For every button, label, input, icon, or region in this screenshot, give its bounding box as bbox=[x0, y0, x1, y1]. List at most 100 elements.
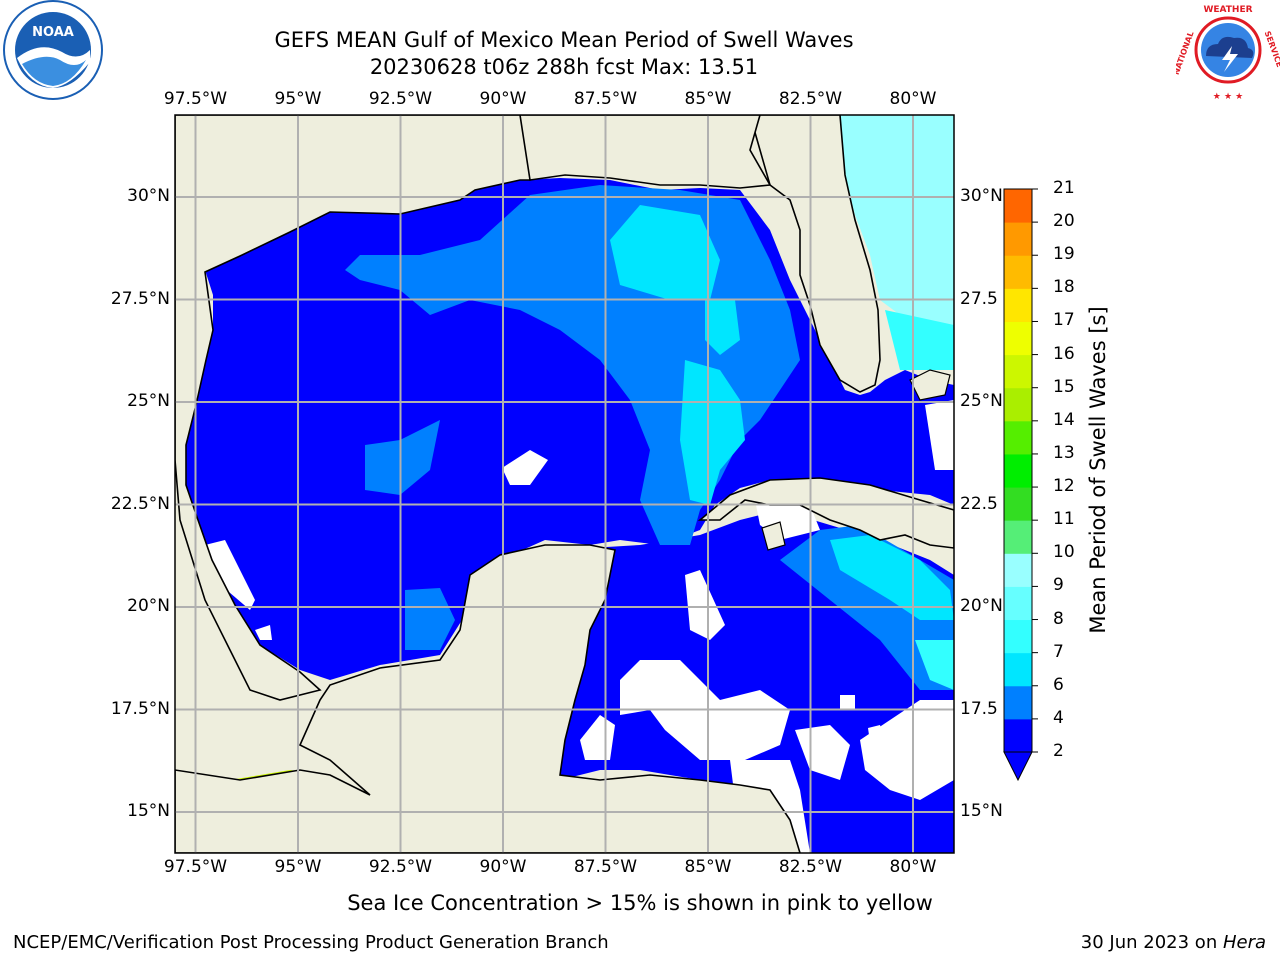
colorbar-tick-label: 19 bbox=[1053, 244, 1075, 265]
lon-tick-label-top: 95°W bbox=[274, 89, 322, 109]
colorbar-bin bbox=[1004, 487, 1032, 521]
no-data-patch bbox=[795, 725, 850, 780]
colorbar-label: Mean Period of Swell Waves [s] bbox=[1086, 306, 1110, 634]
colorbar-tick-label: 12 bbox=[1053, 476, 1075, 497]
nws-logo: WEATHER ★ ★ ★ NATIONAL SERVICE bbox=[1172, 0, 1280, 104]
lon-tick-label-bottom: 95°W bbox=[274, 857, 322, 877]
lon-tick-label-bottom: 97.5°W bbox=[163, 857, 228, 877]
swell-4-6s-patch bbox=[405, 588, 455, 650]
colorbar-tick-label: 9 bbox=[1053, 575, 1064, 596]
lat-tick-label-left: 15°N bbox=[127, 801, 170, 821]
colorbar-frame bbox=[1003, 188, 1033, 753]
lon-tick-label-top: 87.5°W bbox=[573, 89, 638, 109]
lon-tick-label-top: 90°W bbox=[479, 89, 527, 109]
colorbar-bin bbox=[1004, 387, 1032, 422]
colorbar-bin bbox=[1004, 553, 1032, 587]
florida-landmass bbox=[749, 115, 881, 393]
lat-tick-label-right: 20°N bbox=[960, 596, 1003, 616]
colorbar-bin bbox=[1004, 255, 1032, 289]
lat-tick-label-right: 17.5 bbox=[960, 698, 998, 719]
svg-text:NOAA: NOAA bbox=[32, 25, 74, 40]
colorbar-bin bbox=[1004, 420, 1032, 455]
no-data-patch bbox=[685, 570, 725, 640]
lat-tick-label-right: 15°N bbox=[960, 801, 1003, 821]
swell-6-7s-region bbox=[610, 205, 720, 300]
lat-tick-label-left: 17.5°N bbox=[110, 698, 170, 719]
colorbar-bin bbox=[1004, 453, 1032, 488]
colorbar-bin bbox=[1004, 189, 1032, 223]
lon-tick-label-top: 92.5°W bbox=[368, 89, 433, 109]
no-data-patch bbox=[502, 450, 548, 485]
colorbar-tick-label: 6 bbox=[1053, 674, 1064, 695]
chart-title: GEFS MEAN Gulf of Mexico Mean Period of … bbox=[274, 28, 854, 52]
lat-tick-label-left: 22.5°N bbox=[110, 493, 170, 514]
colorbar-bin bbox=[1004, 685, 1032, 720]
colorbar-tick-label: 16 bbox=[1053, 343, 1075, 364]
lon-tick-label-top: 80°W bbox=[889, 89, 937, 109]
swell-6-7s-region bbox=[705, 300, 740, 355]
lat-tick-label-right: 22.5 bbox=[960, 493, 998, 514]
colorbar-tick-label: 17 bbox=[1053, 310, 1075, 331]
colorbar-tick-label: 21 bbox=[1053, 178, 1075, 198]
lon-tick-label-top: 82.5°W bbox=[778, 89, 843, 109]
colorbar-tick-label: 18 bbox=[1053, 277, 1075, 298]
colorbar-extend-arrow bbox=[1003, 751, 1033, 782]
lat-tick-label-right: 25°N bbox=[960, 391, 1003, 411]
colorbar-bin bbox=[1004, 288, 1032, 322]
lon-tick-label-bottom: 87.5°W bbox=[573, 857, 638, 877]
swell-4-6s-patch bbox=[365, 420, 440, 495]
footer-left: NCEP/EMC/Verification Post Processing Pr… bbox=[13, 932, 609, 953]
atlantic-fill bbox=[840, 115, 954, 335]
lat-tick-label-left: 30°N bbox=[127, 186, 170, 206]
swell-6-7s-caribbean bbox=[830, 535, 954, 620]
svg-text:WEATHER: WEATHER bbox=[1203, 5, 1252, 15]
no-data-patch bbox=[868, 725, 885, 742]
lat-tick-label-left: 20°N bbox=[127, 596, 170, 616]
lat-tick-label-left: 27.5°N bbox=[110, 288, 170, 309]
lat-tick-label-right: 27.5 bbox=[960, 288, 998, 309]
footer-right: 30 Jun 2023 on Hera bbox=[1081, 932, 1266, 953]
colorbar-tick-label: 7 bbox=[1053, 641, 1064, 662]
colorbar-tick-label: 15 bbox=[1053, 376, 1075, 397]
colorbar-tick-label: 20 bbox=[1053, 211, 1075, 232]
sea-ice-note-text: Sea Ice Concentration > 15% is shown in … bbox=[347, 891, 933, 915]
colorbar-tick-label: 4 bbox=[1053, 707, 1064, 728]
lon-tick-label-bottom: 92.5°W bbox=[368, 857, 433, 877]
map-frame bbox=[174, 114, 955, 854]
svg-text:★ ★ ★: ★ ★ ★ bbox=[1213, 92, 1243, 102]
no-data-patch bbox=[840, 695, 855, 710]
colorbar-bin bbox=[1004, 652, 1032, 687]
swell-6-7s-region bbox=[680, 360, 745, 505]
colorbar-bin bbox=[1004, 520, 1032, 554]
noaa-logo: NOAA bbox=[0, 0, 108, 104]
footer-date: 30 Jun 2023 on bbox=[1080, 932, 1223, 953]
atlantic-fill-band bbox=[885, 310, 954, 370]
chart-subtitle: 20230628 t06z 288h fcst Max: 13.51 bbox=[369, 55, 759, 79]
isla-juventud-landmass bbox=[761, 521, 786, 551]
lon-tick-label-top: 85°W bbox=[684, 89, 732, 109]
lon-tick-label-bottom: 80°W bbox=[889, 857, 937, 877]
colorbar-tick-label: 2 bbox=[1053, 741, 1064, 761]
mexico-central-america-landmass bbox=[175, 544, 801, 853]
no-data-patch bbox=[205, 540, 255, 610]
colorbar-bin bbox=[1004, 619, 1032, 654]
colorbar-bin bbox=[1004, 354, 1032, 389]
colorbar-bin bbox=[1004, 222, 1032, 256]
lat-tick-label-right: 30°N bbox=[960, 186, 1003, 206]
bahamas-landmass bbox=[909, 369, 951, 401]
sea-ice-note: Sea Ice Concentration > 15% is shown in … bbox=[0, 891, 1280, 915]
lon-tick-label-bottom: 85°W bbox=[684, 857, 732, 877]
colorbar-tick-label: 14 bbox=[1053, 409, 1075, 430]
footer-host: Hera bbox=[1222, 932, 1266, 953]
colorbar-tick-label: 8 bbox=[1053, 608, 1064, 629]
colorbar-tick-label: 11 bbox=[1053, 509, 1075, 530]
lon-tick-label-bottom: 82.5°W bbox=[778, 857, 843, 877]
colorbar-tick-label: 13 bbox=[1053, 442, 1075, 463]
no-data-patch bbox=[255, 625, 272, 640]
colorbar-bin bbox=[1004, 586, 1032, 621]
map-plot-area bbox=[175, 115, 954, 853]
lat-tick-label-left: 25°N bbox=[127, 391, 170, 411]
no-data-patch bbox=[860, 700, 954, 800]
swell-7-8s-caribbean bbox=[915, 640, 954, 690]
